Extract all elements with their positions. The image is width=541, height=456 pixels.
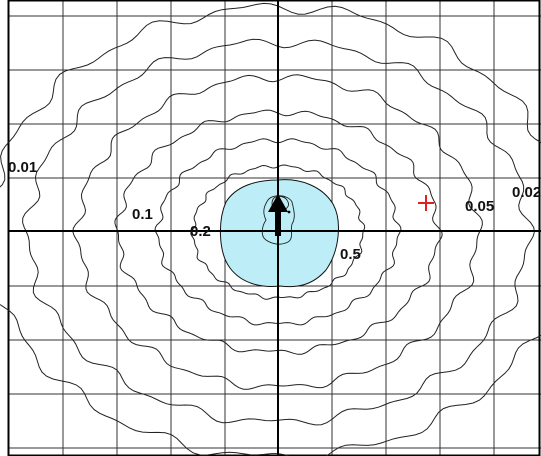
contour-label-0-01: 0.01 xyxy=(8,159,37,176)
contour-label-0-1: 0.1 xyxy=(132,206,153,223)
inner-contour xyxy=(261,195,295,245)
contour-label-0-5: 0.5 xyxy=(340,246,361,263)
grid xyxy=(8,0,541,456)
up-arrow-icon xyxy=(268,194,291,236)
contour-label-0-02: 0.02 xyxy=(512,184,541,201)
red-cross-icon xyxy=(418,195,434,211)
contour-label-0-05: 0.05 xyxy=(465,198,494,215)
contour-label-0-2: 0.2 xyxy=(190,223,211,240)
